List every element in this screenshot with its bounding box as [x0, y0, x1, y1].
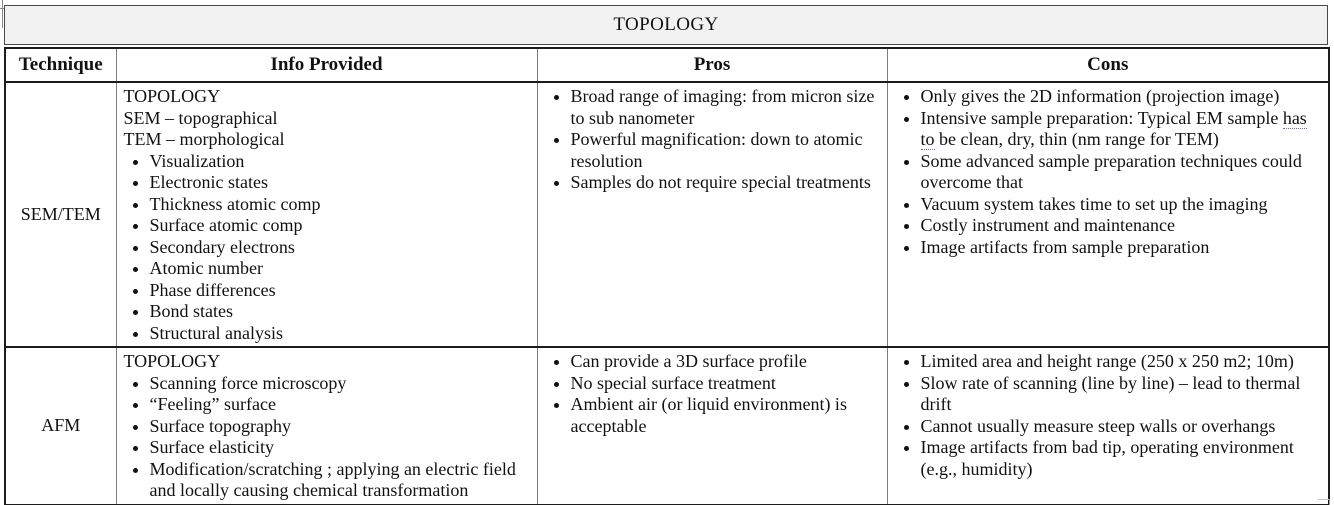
technique-cell-afm: AFM: [41, 415, 81, 435]
col-header-technique: Technique: [5, 48, 116, 83]
info-bullet: Visualization: [150, 151, 531, 173]
comparison-table: Technique Info Provided Pros Cons SEM/TE…: [4, 47, 1330, 505]
con-bullet: Image artifacts from bad tip, operating …: [921, 437, 1323, 480]
con-bullet: Vacuum system takes time to set up the i…: [921, 194, 1323, 216]
info-bullet: Surface elasticity: [150, 437, 531, 459]
pros-bullet-list: Broad range of imaging: from micron size…: [538, 86, 881, 194]
pros-cell-afm: Can provide a 3D surface profileNo speci…: [536, 347, 887, 505]
pro-bullet: Can provide a 3D surface profile: [571, 351, 881, 373]
cons-bullet-list: Limited area and height range (250 x 250…: [888, 351, 1323, 480]
info-bullet: Electronic states: [150, 172, 531, 194]
table-header-row: Technique Info Provided Pros Cons: [5, 48, 1329, 83]
table-row-sem-tem: SEM/TEM TOPOLOGY SEM – topographical TEM –…: [5, 82, 1329, 348]
table-row-afm: AFM TOPOLOGY Scanning force microscopy“F…: [5, 347, 1329, 505]
info-bullet: Thickness atomic comp: [150, 194, 531, 216]
pros-cell-sem-tem: Broad range of imaging: from micron size…: [536, 82, 887, 348]
con-bullet: Intensive sample preparation: Typical EM…: [920, 107, 1323, 151]
pro-bullet: Broad range of imaging: from micron size…: [571, 86, 881, 129]
page-bottom-right-mark-horizontal: [1318, 499, 1330, 500]
info-bullet: Structural analysis: [150, 323, 531, 345]
con-bullet: Only gives the 2D information (projectio…: [921, 86, 1323, 108]
con-bullet: Slow rate of scanning (line by line) – l…: [921, 373, 1323, 416]
technique-cell-sem-tem: SEM/TEM: [5, 82, 116, 348]
cons-bullet-list: Only gives the 2D information (projectio…: [888, 86, 1323, 258]
info-intro-lines: TOPOLOGY SEM – topographical TEM – morphol…: [117, 86, 531, 151]
page-bottom-right-mark-vertical: [1329, 499, 1330, 505]
info-bullet: Secondary electrons: [150, 237, 531, 259]
info-bullet-list: VisualizationElectronic statesThickness …: [117, 151, 531, 345]
table-title-row: TOPOLOGY: [4, 5, 1328, 45]
con-bullet: Limited area and height range (250 x 250…: [921, 351, 1323, 373]
pro-bullet: No special surface treatment: [571, 373, 881, 395]
info-line: SEM – topographical: [123, 107, 278, 128]
cons-cell-afm: Limited area and height range (250 x 250…: [886, 347, 1329, 505]
info-line: TOPOLOGY: [123, 351, 221, 371]
pro-bullet: Samples do not require special treatment…: [571, 172, 881, 194]
info-bullet: Modification/scratching ; applying an el…: [150, 459, 531, 502]
col-header-pros: Pros: [536, 48, 887, 83]
info-bullet: Bond states: [150, 301, 531, 323]
info-bullet: Atomic number: [150, 258, 531, 280]
pros-bullet-list: Can provide a 3D surface profileNo speci…: [538, 351, 881, 437]
info-bullet-list: Scanning force microscopy“Feeling” surfa…: [117, 373, 531, 502]
col-header-info-provided: Info Provided: [115, 48, 537, 83]
info-intro-lines: TOPOLOGY: [117, 351, 531, 373]
con-bullet: Some advanced sample preparation techniq…: [921, 151, 1323, 194]
col-header-cons: Cons: [886, 48, 1329, 83]
con-bullet: Image artifacts from sample preparation: [921, 237, 1323, 259]
con-bullet: Costly instrument and maintenance: [921, 215, 1323, 237]
info-bullet: Phase differences: [150, 280, 531, 302]
table-title: TOPOLOGY: [613, 14, 719, 35]
info-bullet: Surface atomic comp: [150, 215, 531, 237]
info-cell-sem-tem: TOPOLOGY SEM – topographical TEM – morphol…: [115, 82, 537, 348]
info-bullet: Scanning force microscopy: [150, 373, 531, 395]
pro-bullet: Ambient air (or liquid environment) is a…: [571, 394, 881, 437]
info-bullet: “Feeling” surface: [150, 394, 531, 416]
info-line: TEM – morphological: [123, 129, 285, 149]
info-bullet: Surface topography: [150, 416, 531, 438]
info-line: TOPOLOGY: [123, 86, 221, 106]
page-corner-mark-vertical: [2, 0, 3, 28]
cons-cell-sem-tem: Only gives the 2D information (projectio…: [886, 82, 1329, 348]
con-bullet: Cannot usually measure steep walls or ov…: [921, 416, 1323, 438]
info-cell-afm: TOPOLOGY Scanning force microscopy“Feeli…: [115, 347, 537, 505]
pro-bullet: Powerful magnification: down to atomic r…: [571, 129, 881, 172]
